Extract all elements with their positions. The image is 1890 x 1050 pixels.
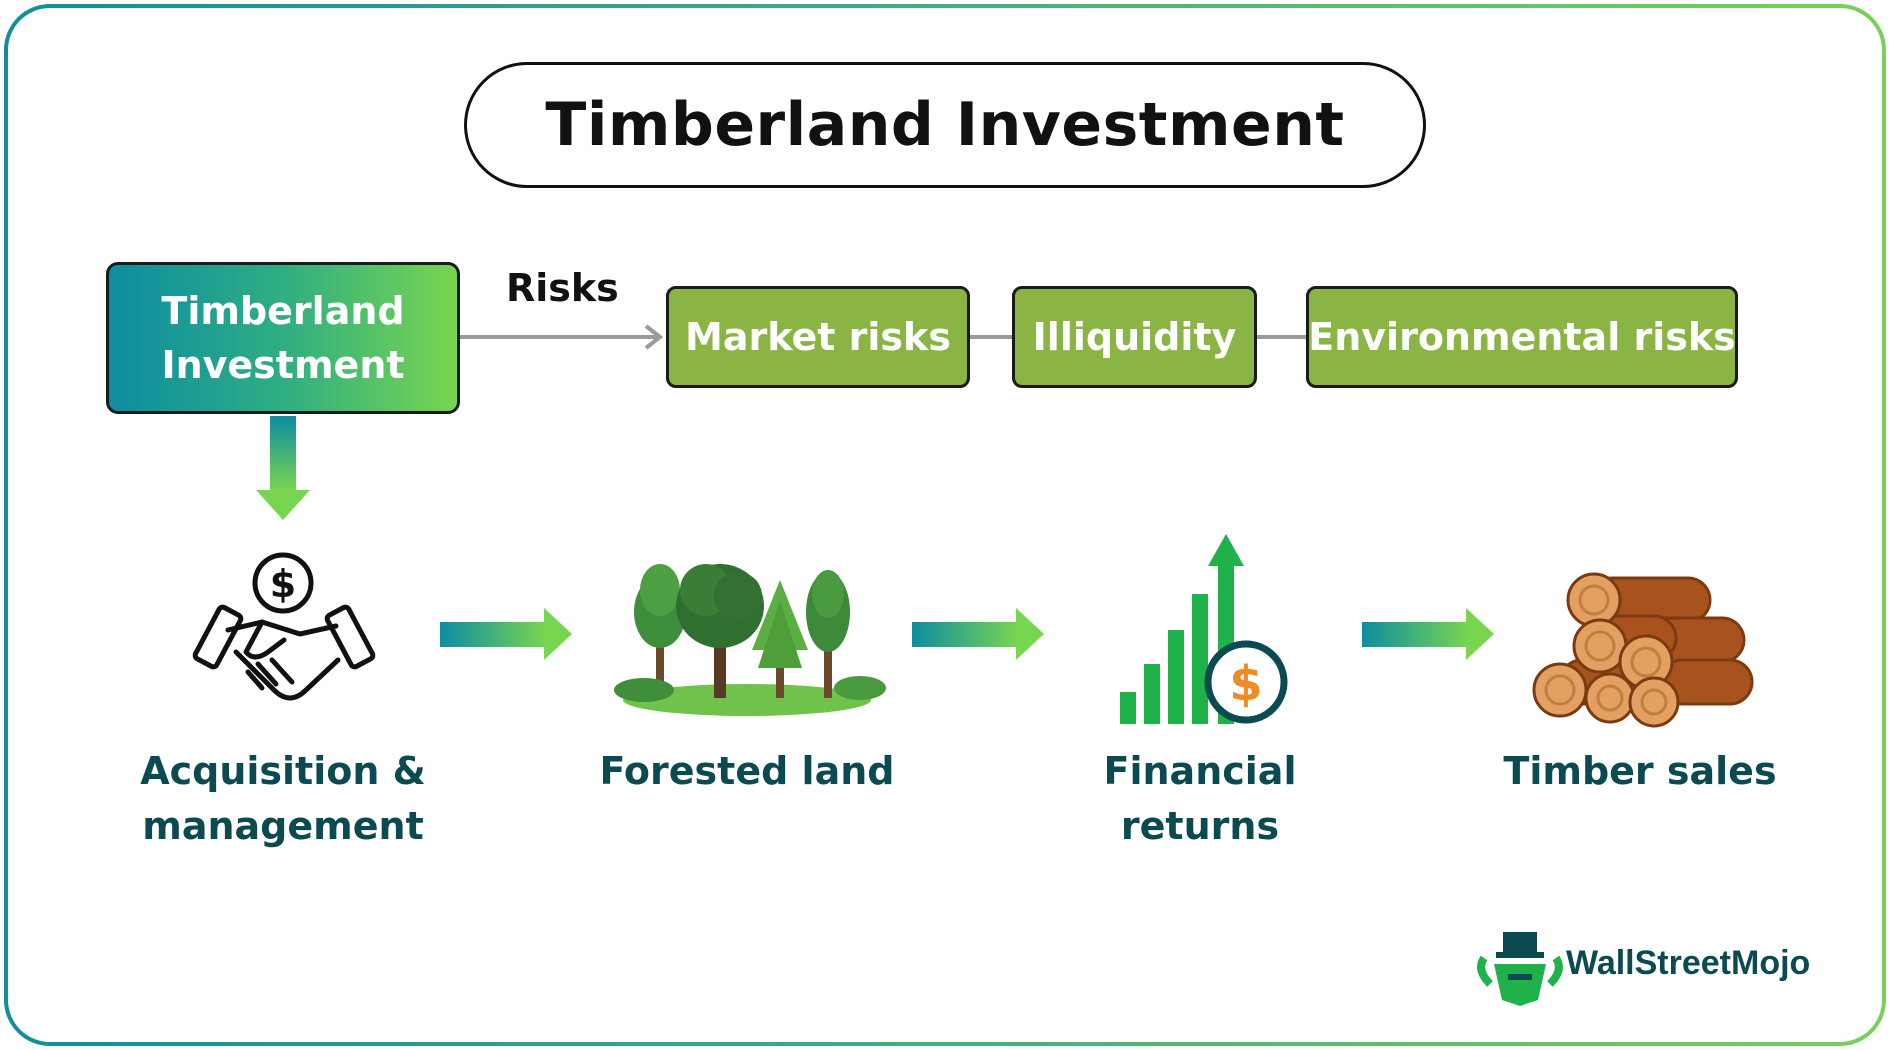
title-pill: Timberland Investment [464,62,1426,188]
risk-label: Environmental risks [1308,315,1736,359]
risks-arrow [460,324,664,350]
svg-text:$: $ [270,562,296,606]
svg-text:$: $ [1229,656,1262,712]
page-title: Timberland Investment [545,90,1345,160]
main-node-label: Timberland Investment [161,289,405,387]
log-pile-icon [1532,572,1754,728]
handshake-dollar-icon: $ [192,552,376,701]
down-arrow [256,416,310,520]
flow-arrow-1 [440,608,572,660]
step-label-forested: Forested land [599,749,895,793]
flow-arrow-3 [1362,608,1494,660]
flow-arrow-2 [912,608,1044,660]
risk-box-environmental: Environmental risks [1306,286,1738,388]
wallstreetmojo-bull-logo [1477,932,1563,1006]
risk-label: Illiquidity [1032,315,1237,359]
risk-box-illiquidity: Illiquidity [1012,286,1257,388]
forest-trees-icon [614,564,886,716]
step-label-financial: Financial returns [1103,749,1297,848]
step-label-acquisition: Acquisition & management [140,749,426,848]
risks-label: Risks [506,266,619,310]
brand-name: WallStreetMojo [1566,944,1811,982]
bar-chart-dollar-icon: $ [1120,534,1288,724]
risk-label: Market risks [685,315,951,359]
step-label-timber: Timber sales [1503,749,1777,793]
main-node: Timberland Investment [106,262,460,414]
risk-box-market: Market risks [666,286,970,388]
